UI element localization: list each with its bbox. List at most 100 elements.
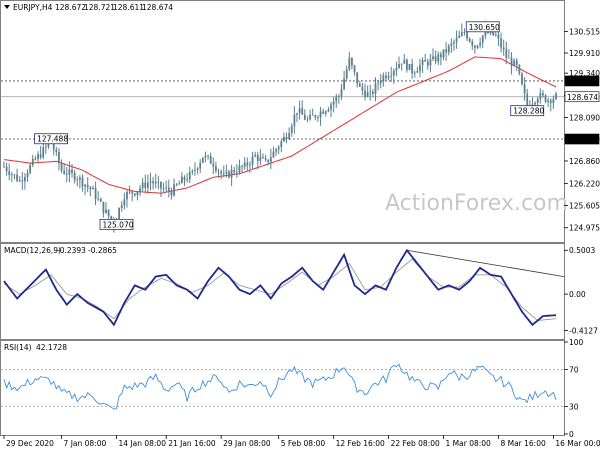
symbol-dropdown-icon[interactable] bbox=[4, 5, 10, 9]
candle-body bbox=[256, 155, 259, 161]
candle-body bbox=[421, 59, 424, 66]
candle-body bbox=[267, 159, 270, 162]
macd-value-signal: -0.2865 bbox=[88, 246, 117, 255]
macd-tick-label-2: -0.4127 bbox=[569, 326, 598, 335]
candle-body bbox=[324, 111, 327, 114]
candle-body bbox=[437, 54, 440, 62]
candle-body bbox=[110, 216, 113, 220]
price-tag-0: 129.120 bbox=[567, 77, 598, 86]
candle-body bbox=[283, 136, 285, 142]
candle-body bbox=[455, 37, 458, 43]
candle-body bbox=[42, 147, 45, 158]
candle-body bbox=[157, 181, 160, 183]
candle-body bbox=[186, 179, 189, 181]
candle-body bbox=[476, 45, 479, 48]
candle-body bbox=[63, 170, 66, 174]
candle-body bbox=[212, 163, 215, 167]
candle-body bbox=[356, 72, 359, 84]
candle-body bbox=[269, 157, 272, 162]
candle-body bbox=[233, 169, 236, 173]
candle-body bbox=[539, 93, 542, 100]
candle-body bbox=[505, 49, 508, 58]
candle-body bbox=[298, 108, 301, 113]
ohlc-open: 128.672 bbox=[55, 3, 86, 12]
candle-body bbox=[534, 102, 536, 105]
candle-body bbox=[458, 35, 461, 38]
candle-body bbox=[136, 191, 139, 196]
candle-body bbox=[139, 188, 141, 192]
candle-body bbox=[126, 191, 128, 200]
candle-body bbox=[387, 76, 390, 79]
candle-body bbox=[492, 30, 495, 35]
candle-body bbox=[162, 188, 165, 190]
candle-body bbox=[207, 155, 209, 157]
macd-tick-label-1: 0.00 bbox=[569, 290, 586, 299]
candle-body bbox=[118, 208, 121, 220]
x-tick-label-0: 29 Dec 2020 bbox=[6, 439, 54, 448]
candle-body bbox=[445, 49, 448, 53]
candle-body bbox=[220, 171, 223, 174]
candle-body bbox=[382, 75, 385, 82]
rsi-tick-label-1: 70 bbox=[569, 366, 579, 375]
candle-body bbox=[549, 100, 552, 103]
candle-body bbox=[37, 154, 39, 160]
candle-body bbox=[52, 142, 55, 150]
candle-body bbox=[89, 187, 92, 190]
candle-body bbox=[5, 166, 8, 172]
candle-body bbox=[497, 34, 500, 39]
candle-body bbox=[78, 177, 81, 180]
candle-body bbox=[167, 187, 170, 192]
x-tick-label-3: 21 Jan 16:00 bbox=[168, 439, 216, 448]
candle-body bbox=[272, 151, 275, 158]
candle-body bbox=[131, 191, 134, 194]
rsi-tick-label-3: 0 bbox=[569, 430, 574, 439]
candle-body bbox=[92, 187, 94, 190]
candle-body bbox=[175, 184, 178, 186]
annotation-label-2: 130.650 bbox=[469, 23, 500, 32]
candle-body bbox=[76, 179, 79, 181]
candle-body bbox=[301, 108, 304, 115]
x-tick-label-9: 8 Mar 16:00 bbox=[500, 439, 546, 448]
candle-body bbox=[317, 117, 319, 119]
candle-body bbox=[94, 187, 97, 199]
candle-body bbox=[243, 162, 246, 167]
rsi-label: RSI(14) bbox=[4, 343, 32, 352]
candle-body bbox=[71, 169, 73, 173]
candle-body bbox=[107, 209, 110, 217]
candle-body bbox=[199, 162, 202, 169]
candle-body bbox=[68, 169, 71, 175]
price-tick-label-2: 129.340 bbox=[569, 69, 600, 78]
macd-label: MACD(12,26,9) bbox=[4, 246, 61, 255]
candle-body bbox=[84, 184, 86, 187]
candle-body bbox=[395, 68, 398, 71]
candle-body bbox=[405, 59, 408, 70]
candle-body bbox=[146, 182, 149, 188]
price-tick-label-9: 124.975 bbox=[569, 224, 600, 233]
candle-body bbox=[337, 96, 340, 97]
candle-body bbox=[296, 112, 298, 115]
x-tick-label-8: 1 Mar 08:00 bbox=[446, 439, 492, 448]
rsi-panel-frame bbox=[0, 340, 565, 436]
candle-body bbox=[311, 114, 314, 116]
candle-body bbox=[330, 104, 332, 110]
candle-body bbox=[280, 141, 283, 148]
candle-body bbox=[178, 183, 181, 185]
candle-body bbox=[392, 70, 395, 76]
candle-body bbox=[322, 111, 325, 114]
macd-main-line bbox=[3, 248, 557, 327]
candle-body bbox=[222, 173, 225, 175]
price-tick-label-4: 128.090 bbox=[569, 113, 600, 122]
candle-body bbox=[8, 171, 11, 176]
annotation-label-3: 128.280 bbox=[513, 107, 544, 116]
candle-body bbox=[81, 177, 84, 187]
candle-body bbox=[358, 83, 361, 87]
candle-body bbox=[390, 75, 393, 77]
candle-body bbox=[306, 119, 309, 121]
x-tick-label-10: 16 Mar 00:00 bbox=[555, 439, 600, 448]
candle-body bbox=[447, 45, 450, 53]
candle-body bbox=[47, 143, 50, 147]
candle-body bbox=[10, 174, 13, 176]
candle-body bbox=[460, 32, 463, 36]
